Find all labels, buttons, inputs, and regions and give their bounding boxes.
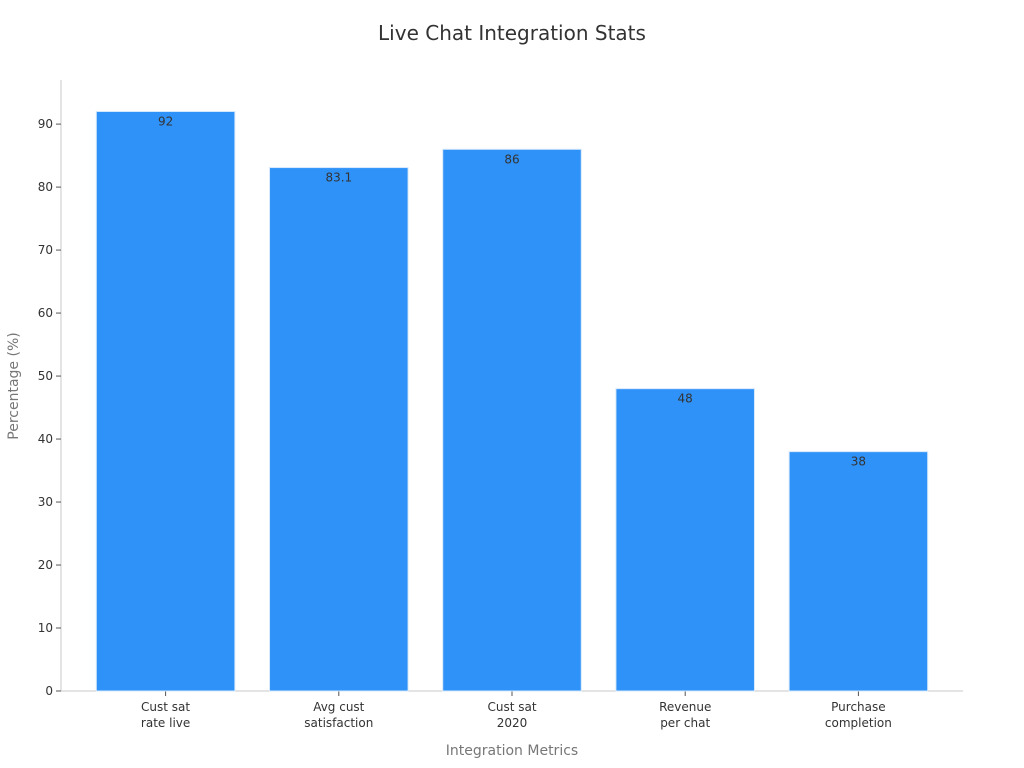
y-tick-label: 20 — [38, 558, 53, 572]
bar-value-label: 83.1 — [325, 171, 352, 185]
y-tick-label: 60 — [38, 306, 53, 320]
y-axis-label: Percentage (%) — [6, 332, 22, 439]
value-labels-group: 92 83.1 86 48 38 — [158, 114, 866, 468]
chart-title: Live Chat Integration Stats — [378, 21, 646, 45]
y-tick-label: 0 — [45, 684, 53, 698]
y-tick-label: 90 — [38, 117, 53, 131]
bar-value-label: 92 — [158, 114, 173, 128]
bar — [442, 148, 582, 692]
bar — [615, 388, 755, 692]
bar-value-label: 86 — [504, 152, 519, 166]
y-axis: 0 10 20 30 40 50 60 70 80 90 — [38, 80, 62, 698]
y-tick-label: 50 — [38, 369, 53, 383]
x-tick-labels-group: Cust sat rate live Avg cust satisfaction Cus… — [141, 700, 892, 730]
y-tick-label: 80 — [38, 180, 53, 194]
bars-group — [95, 110, 929, 692]
bar-value-label: 48 — [678, 392, 693, 406]
x-tick-label: Purchase completion — [825, 700, 892, 730]
bar — [788, 451, 929, 692]
x-tick-label: Avg cust satisfaction — [304, 700, 373, 730]
y-tick-label: 40 — [38, 432, 53, 446]
bar-value-label: 38 — [851, 455, 866, 469]
x-axis-label: Integration Metrics — [446, 743, 578, 759]
x-axis — [61, 690, 963, 696]
y-tick-label: 10 — [38, 621, 53, 635]
bar — [95, 110, 236, 692]
bar — [269, 167, 409, 692]
x-tick-label: Cust sat rate live — [141, 700, 190, 730]
y-tick-label: 30 — [38, 495, 53, 509]
x-tick-label: Revenue per chat — [659, 700, 711, 730]
x-tick-label: Cust sat 2020 — [487, 700, 536, 730]
y-tick-label: 70 — [38, 243, 53, 257]
